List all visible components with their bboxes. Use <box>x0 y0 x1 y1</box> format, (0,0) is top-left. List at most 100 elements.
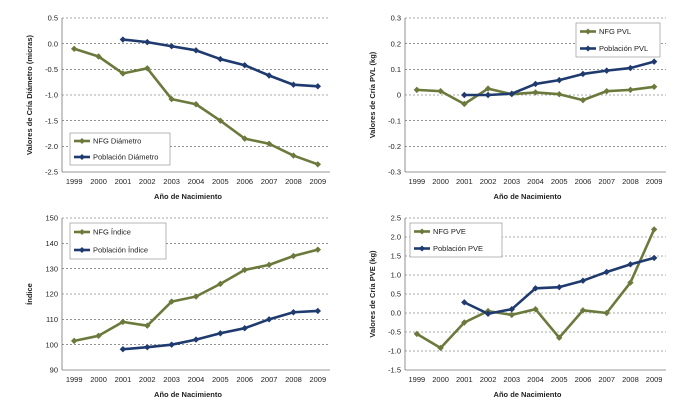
data-point <box>95 53 102 60</box>
x-tick-label: 2004 <box>188 177 205 186</box>
data-point <box>437 344 444 352</box>
x-tick-label: 2009 <box>646 375 663 384</box>
data-point <box>192 101 200 108</box>
x-tick-label: 1999 <box>409 177 426 186</box>
y-tick-label: -0.1 <box>388 116 401 125</box>
data-point <box>192 336 200 343</box>
chart-1: -2.5 -2.0 -1.5 -1.0 -0.5 0.0 0.5 1999 2000 2001 20… <box>25 14 330 201</box>
x-tick-label: 2007 <box>261 177 278 186</box>
x-tick-label: 2009 <box>309 375 326 384</box>
x-tick-label: 2003 <box>163 375 180 384</box>
data-point <box>437 87 444 95</box>
y-tick-label: 2.0 <box>391 233 401 242</box>
x-tick-label: 2000 <box>90 177 107 186</box>
data-point <box>532 89 539 96</box>
data-point <box>508 306 515 313</box>
data-point <box>413 86 421 94</box>
data-point <box>168 95 175 103</box>
data-point <box>168 298 175 305</box>
legend-box <box>69 222 167 260</box>
y-tick-label: -0.3 <box>388 168 401 177</box>
x-axis-title: Año de Nacimiento <box>494 192 562 201</box>
y-tick-label: 1.5 <box>391 252 401 261</box>
data-point <box>119 36 127 43</box>
data-point <box>217 280 224 288</box>
x-tick-label: 2001 <box>456 177 473 186</box>
x-tick-label: 2006 <box>236 375 253 384</box>
data-point <box>290 152 297 159</box>
data-point <box>556 76 563 84</box>
y-tick-label: 120 <box>45 290 58 299</box>
data-point <box>484 310 492 317</box>
legend-label: NFG Diámetro <box>93 137 141 146</box>
x-tick-label: 2002 <box>480 375 497 384</box>
legend-marker <box>419 228 425 235</box>
data-point <box>241 266 248 274</box>
x-tick-label: 2007 <box>261 375 278 384</box>
data-point <box>603 67 610 74</box>
x-tick-label: 2003 <box>163 177 180 186</box>
data-point <box>579 96 587 104</box>
data-point <box>413 330 421 338</box>
y-tick-label: -2.5 <box>45 168 58 177</box>
y-tick-label: 100 <box>45 340 58 349</box>
chart-4: -1.5 -1.0 -0.5 0.0 0.5 1.0 1.5 2.0 2.5 1999 2000 20… <box>368 214 666 399</box>
data-point <box>650 58 658 65</box>
data-point <box>461 299 468 306</box>
data-point <box>314 307 322 315</box>
x-tick-label: 2000 <box>432 375 449 384</box>
y-tick-label: 0.5 <box>391 290 401 299</box>
x-tick-label: 2006 <box>575 375 592 384</box>
x-tick-label: 2009 <box>309 177 326 186</box>
x-tick-label: 2002 <box>480 177 497 186</box>
x-tick-label: 2008 <box>285 375 302 384</box>
x-tick-label: 2005 <box>551 375 568 384</box>
legend-marker <box>79 154 85 160</box>
data-point <box>508 311 515 319</box>
y-tick-label: -1.0 <box>388 347 401 356</box>
data-point <box>119 70 127 77</box>
data-point <box>461 91 468 99</box>
y-axis-title: Valores de Cría PVL (kg) <box>368 51 377 138</box>
data-point <box>217 117 224 124</box>
data-point <box>144 38 151 46</box>
x-tick-label: 2009 <box>646 177 663 186</box>
data-point <box>532 285 539 292</box>
legend-label: Población PVE <box>433 244 483 253</box>
y-tick-label: 0 <box>397 91 401 100</box>
data-point <box>144 322 151 329</box>
data-point <box>119 318 127 326</box>
y-tick-label: 1.0 <box>391 271 401 280</box>
legend-label: Población Índice <box>93 246 148 255</box>
x-tick-label: 1999 <box>66 177 83 186</box>
x-tick-label: 2008 <box>622 177 639 186</box>
data-point <box>579 277 587 284</box>
x-tick-label: 2001 <box>115 177 132 186</box>
x-tick-label: 2003 <box>503 375 520 384</box>
x-tick-label: 2007 <box>598 375 615 384</box>
data-point <box>265 140 273 147</box>
legend-marker <box>419 245 425 252</box>
data-point <box>650 83 658 90</box>
legend-marker <box>585 28 591 35</box>
data-point <box>508 90 515 97</box>
data-point <box>168 341 175 348</box>
data-point <box>241 325 248 332</box>
data-point <box>290 81 297 88</box>
x-tick-label: 2003 <box>503 177 520 186</box>
legend-box <box>575 22 661 58</box>
x-tick-label: 2006 <box>575 177 592 186</box>
data-point <box>627 279 634 286</box>
data-point <box>192 47 200 54</box>
data-point <box>461 100 468 108</box>
legend-marker <box>79 247 85 253</box>
legend-marker <box>585 45 591 52</box>
legend-label: Población Diámetro <box>93 153 158 162</box>
x-tick-label: 1999 <box>66 375 83 384</box>
y-tick-label: -1.5 <box>388 366 401 375</box>
data-point <box>484 85 492 92</box>
data-point <box>70 45 78 52</box>
data-point <box>484 91 492 99</box>
y-tick-label: 0.1 <box>391 65 401 74</box>
